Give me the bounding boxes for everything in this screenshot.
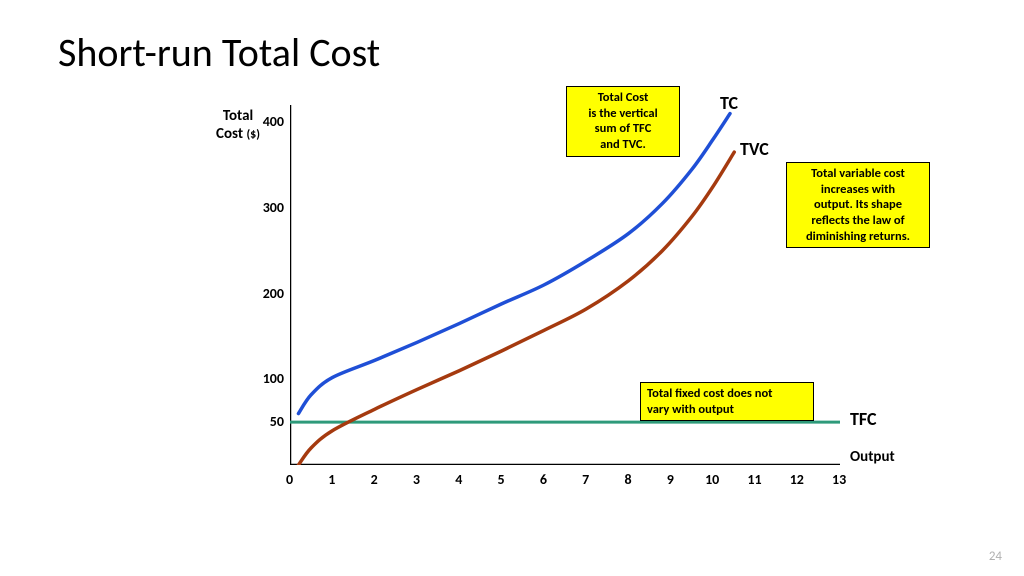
tc-label: TC bbox=[720, 92, 738, 114]
x-tick: 12 bbox=[790, 471, 804, 488]
x-tick: 7 bbox=[582, 471, 589, 488]
x-tick: 13 bbox=[832, 471, 846, 488]
y-axis-label-line2: Cost bbox=[216, 125, 243, 143]
x-tick: 6 bbox=[540, 471, 547, 488]
tfc-callout: Total fixed cost does notvary with outpu… bbox=[640, 382, 814, 421]
x-tick: 3 bbox=[413, 471, 420, 488]
page-title: Short-run Total Cost bbox=[58, 28, 380, 77]
x-tick: 2 bbox=[371, 471, 378, 488]
x-tick: 5 bbox=[498, 471, 505, 488]
page-number: 24 bbox=[989, 549, 1002, 564]
x-tick: 1 bbox=[328, 471, 335, 488]
y-tick: 50 bbox=[270, 413, 284, 430]
x-tick: 8 bbox=[624, 471, 631, 488]
x-tick: 0 bbox=[286, 471, 293, 488]
y-tick: 400 bbox=[263, 113, 284, 130]
y-axis-label-line1: Total bbox=[223, 107, 253, 125]
tvc-callout: Total variable costincreases withoutput.… bbox=[786, 162, 930, 248]
x-tick: 11 bbox=[747, 471, 761, 488]
x-tick: 10 bbox=[705, 471, 719, 488]
tc-callout: Total Costis the verticalsum of TFCand T… bbox=[566, 86, 680, 157]
tfc-label: TFC bbox=[850, 408, 877, 430]
x-tick: 9 bbox=[667, 471, 674, 488]
y-axis-label-unit: ($) bbox=[246, 128, 260, 142]
x-axis-label: Output bbox=[850, 448, 895, 466]
y-tick: 100 bbox=[263, 370, 284, 387]
tvc-label: TVC bbox=[740, 138, 769, 160]
y-tick: 300 bbox=[263, 199, 284, 216]
y-tick: 200 bbox=[263, 285, 284, 302]
x-tick: 4 bbox=[455, 471, 462, 488]
